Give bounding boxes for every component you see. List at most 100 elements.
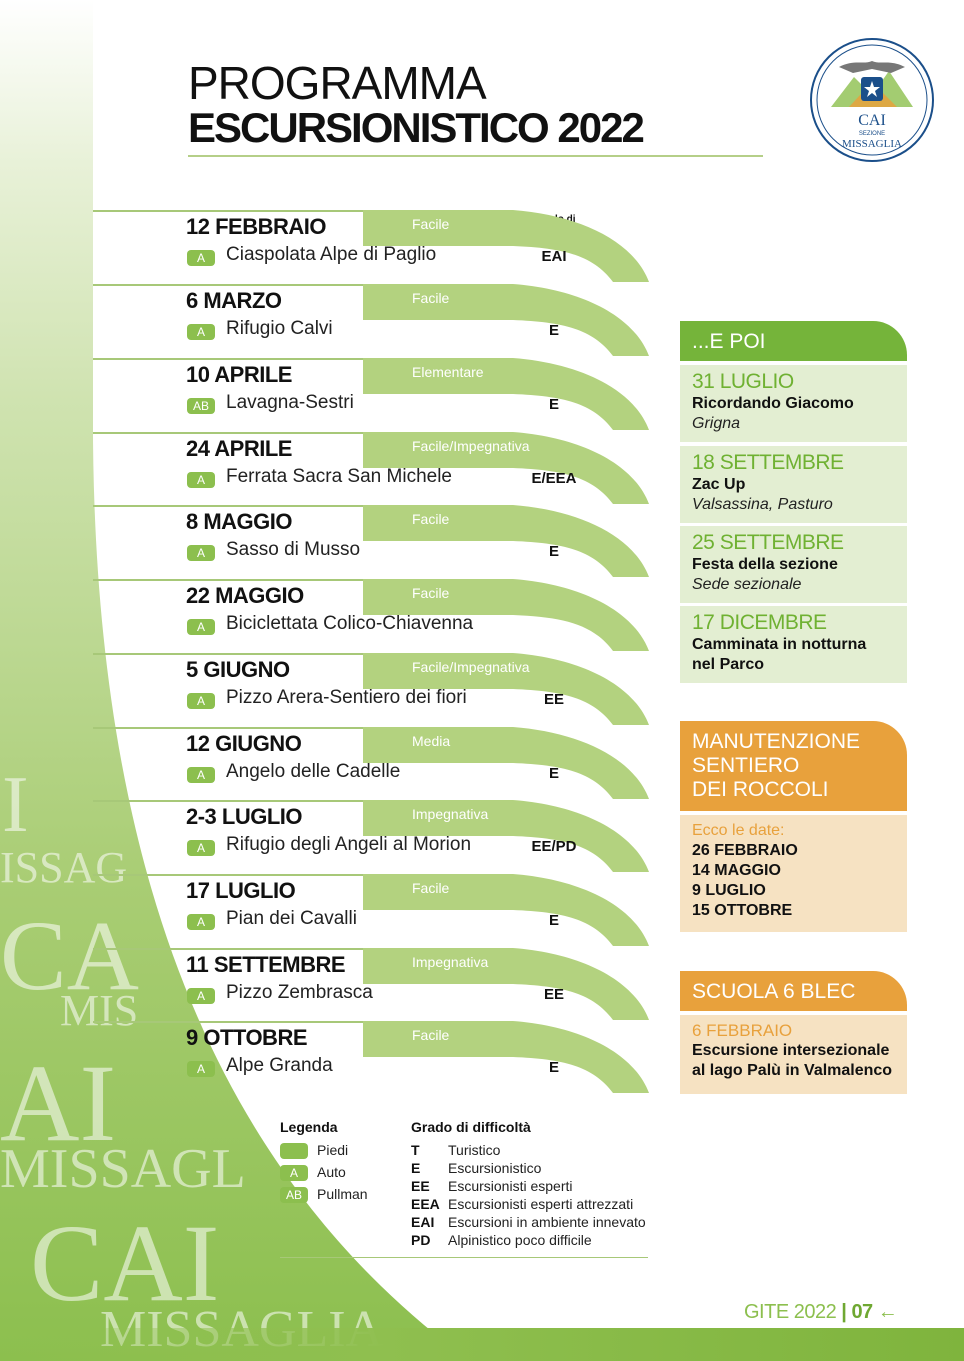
grade-desc: Escursionisti esperti <box>448 1178 573 1194</box>
event-curve <box>363 432 649 504</box>
e-poi-date: 18 SETTEMBRE <box>692 451 844 474</box>
event-date: 9 OTTOBRE <box>186 1025 308 1050</box>
event-date: 6 MARZO <box>186 288 282 313</box>
scuola-line: Escursione intersezionale <box>692 1042 890 1059</box>
scuola-heading: SCUOLA 6 BLEC <box>680 971 907 1011</box>
event-row: 9 OTTOBRE Facile A Alpe Granda E <box>93 1021 649 1093</box>
event-row: 24 APRILE Facile/Impegnativa A Ferrata S… <box>93 432 649 504</box>
event-curve <box>363 727 649 799</box>
event-curve <box>363 948 649 1020</box>
grade-code: EE <box>411 1178 430 1194</box>
svg-text:SEZIONE: SEZIONE <box>859 131 885 137</box>
footer-bar <box>0 1328 964 1361</box>
e-poi-heading: ...E POI <box>680 321 907 361</box>
e-poi-title-line2: nel Parco <box>692 656 765 673</box>
e-poi-title: Camminata in notturna <box>692 636 867 653</box>
event-curve <box>363 653 649 725</box>
transport-badge: A <box>187 250 215 266</box>
event-difficulty: Facile <box>412 880 450 896</box>
event-difficulty: Media <box>412 733 451 749</box>
event-date: 2-3 LUGLIO <box>186 804 303 829</box>
event-grade: E <box>548 543 559 560</box>
e-poi-subtitle: Valsassina, Pasturo <box>692 496 833 513</box>
grade-code: E <box>411 1160 421 1176</box>
event-name: Rifugio degli Angeli al Morion <box>226 834 472 855</box>
event-grade: E/EEA <box>531 470 577 487</box>
transport-badge: A <box>187 840 215 856</box>
event-name: Sasso di Musso <box>226 539 361 560</box>
event-row: 17 LUGLIO Facile A Pian dei Cavalli E <box>93 874 649 946</box>
scuola-line: al lago Palù in Valmalenco <box>692 1062 893 1079</box>
transport-badge: A <box>187 545 215 561</box>
event-grade: E <box>548 912 559 929</box>
footer-label: GITE 2022 <box>744 1301 837 1323</box>
grade-code: EAI <box>411 1214 435 1230</box>
event-grade: E <box>548 1059 559 1076</box>
e-poi-title: Zac Up <box>692 476 746 493</box>
e-poi-date: 25 SETTEMBRE <box>692 531 844 554</box>
transport-badge: A <box>187 619 215 635</box>
e-poi-card: 17 DICEMBRE Camminata in notturna nel Pa… <box>680 606 907 683</box>
manutenzione-intro: Ecco le date: <box>692 822 785 839</box>
svg-text:MISSAGLIA: MISSAGLIA <box>842 138 902 150</box>
page-footer: GITE 2022 | 07 ← <box>744 1301 898 1323</box>
transport-badge: A <box>187 1061 215 1077</box>
grade-desc: Alpinistico poco difficile <box>448 1232 592 1248</box>
event-date: 5 GIUGNO <box>186 657 290 682</box>
event-row: 2-3 LUGLIO Impegnativa A Rifugio degli A… <box>93 800 649 872</box>
e-poi-card: 25 SETTEMBRE Festa della sezione Sede se… <box>680 526 907 603</box>
event-curve <box>363 800 649 872</box>
e-poi-card: 31 LUGLIO Ricordando Giacomo Grigna <box>680 365 907 442</box>
event-grade: E <box>548 765 559 782</box>
grade-desc: Escursionisti esperti attrezzati <box>448 1196 634 1212</box>
event-row: 5 GIUGNO Facile/Impegnativa A Pizzo Arer… <box>93 653 649 725</box>
manutenzione-date: 26 FEBBRAIO <box>692 842 798 859</box>
event-curve <box>363 358 649 430</box>
legend-label: Auto <box>317 1164 346 1180</box>
event-row: 11 SETTEMBRE Impegnativa A Pizzo Zembras… <box>93 948 649 1020</box>
manutenzione-heading: MANUTENZIONE SENTIERO DEI ROCCOLI <box>680 721 907 811</box>
transport-badge: A <box>187 472 215 488</box>
event-curve <box>363 874 649 946</box>
event-name: Pizzo Arera-Sentiero dei fiori <box>226 687 467 708</box>
transport-badge: AB <box>187 398 215 414</box>
grade-desc: Escursioni in ambiente innevato <box>448 1214 646 1230</box>
event-difficulty: Facile/Impegnativa <box>412 438 530 454</box>
event-grade: EE/PD <box>531 838 577 855</box>
legenda-title: Legenda <box>280 1119 338 1135</box>
event-difficulty: Impegnativa <box>412 806 489 822</box>
event-grade: E <box>548 396 559 413</box>
grade-desc: Turistico <box>448 1142 501 1158</box>
event-name: Rifugio Calvi <box>226 318 333 339</box>
event-date: 24 APRILE <box>186 436 292 461</box>
scuola-card: 6 FEBBRAIO Escursione intersezionale al … <box>680 1015 907 1094</box>
event-name: Pizzo Zembrasca <box>226 982 373 1003</box>
manutenzione-date: 9 LUGLIO <box>692 882 766 899</box>
event-difficulty: Facile/Impegnativa <box>412 659 530 675</box>
event-date: 11 SETTEMBRE <box>186 952 346 977</box>
e-poi-subtitle: Grigna <box>692 415 741 432</box>
event-curve <box>363 579 649 651</box>
event-curve <box>363 284 649 356</box>
legend-badge-auto: A <box>280 1165 308 1181</box>
manutenzione-card: Ecco le date: 26 FEBBRAIO 14 MAGGIO 9 LU… <box>680 815 907 932</box>
transport-badge: A <box>187 767 215 783</box>
event-row: 12 GIUGNO Media A Angelo delle Cadelle E <box>93 727 649 799</box>
event-curve <box>363 210 649 282</box>
event-date: 12 GIUGNO <box>186 731 302 756</box>
event-difficulty: Facile <box>412 585 450 601</box>
event-date: 17 LUGLIO <box>186 878 296 903</box>
page-number: 07 <box>851 1301 873 1323</box>
grade-code: T <box>411 1142 420 1158</box>
manutenzione-date: 15 OTTOBRE <box>692 902 793 919</box>
event-date: 22 MAGGIO <box>186 583 304 608</box>
scuola-date: 6 FEBBRAIO <box>692 1021 793 1040</box>
transport-badge: A <box>187 324 215 340</box>
event-date: 10 APRILE <box>186 362 292 387</box>
event-name: Pian dei Cavalli <box>226 908 357 929</box>
legend-divider <box>280 1257 648 1258</box>
page-title-line1: PROGRAMMA <box>188 57 487 109</box>
transport-badge: A <box>187 988 215 1004</box>
title-divider <box>188 155 763 157</box>
event-row: 22 MAGGIO Facile A Biciclettata Colico-C… <box>93 579 649 651</box>
